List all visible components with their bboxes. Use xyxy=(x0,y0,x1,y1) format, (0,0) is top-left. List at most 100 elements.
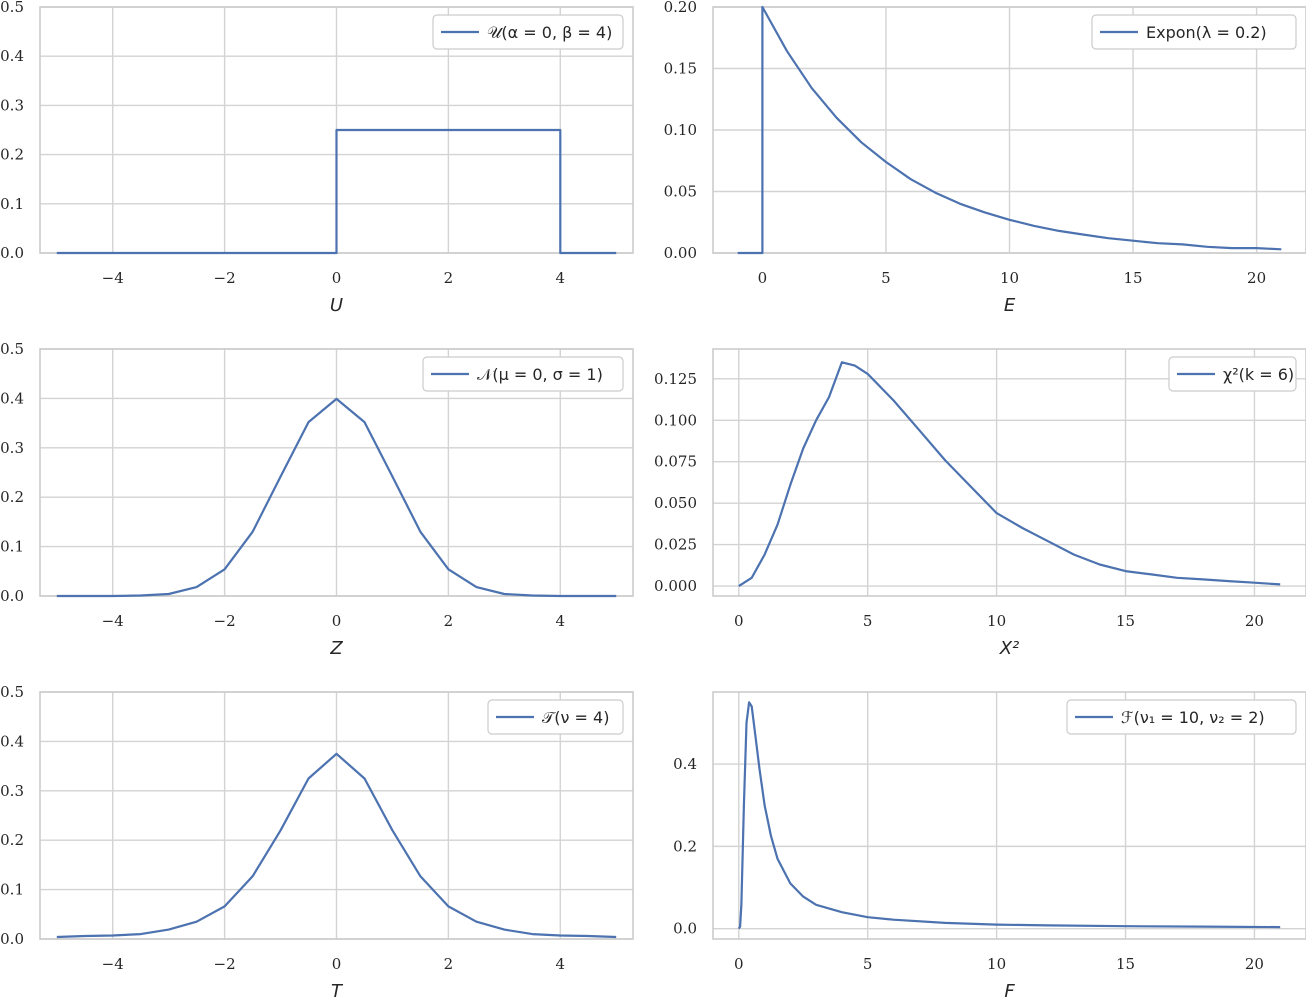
legend-label: 𝒯(ν = 4) xyxy=(542,708,609,727)
legend: 𝒯(ν = 4) xyxy=(487,699,624,735)
y-tick-label: 0.3 xyxy=(0,96,24,114)
chart-panel-5: −4 −2 0 2 4 0.0 0.1 0.2 0.3 0.4 0.5 T 𝒯(ν = 4) xyxy=(0,683,634,1002)
x-tick-label: −2 xyxy=(214,612,236,630)
y-tick-label: 0.3 xyxy=(0,439,24,457)
y-tick-label: 0.20 xyxy=(664,0,697,16)
x-tick-label: 2 xyxy=(444,955,454,973)
y-tick-label: 0.05 xyxy=(664,183,697,201)
y-tick-label: 0.4 xyxy=(0,389,24,407)
legend: χ²(k = 6) xyxy=(1168,356,1297,392)
legend-box xyxy=(1091,14,1297,50)
y-tick-label: 0.10 xyxy=(664,121,697,139)
y-tick-label: 0.5 xyxy=(0,340,24,358)
x-tick-label: 0 xyxy=(332,612,342,630)
legend-box xyxy=(487,699,624,735)
y-tick-label: 0.4 xyxy=(0,47,24,65)
legend: ℱ(ν₁ = 10, ν₂ = 2) xyxy=(1066,699,1297,735)
legend-label: χ²(k = 6) xyxy=(1223,365,1294,384)
x-tick-label: 4 xyxy=(556,269,566,287)
legend: Expon(λ = 0.2) xyxy=(1091,14,1297,50)
chart-panel-2: 0 5 10 15 20 0.00 0.05 0.10 0.15 0.20 E Expon(λ = 0… xyxy=(664,0,1306,316)
x-tick-label: 5 xyxy=(863,955,873,973)
x-axis-label: E xyxy=(1004,295,1016,316)
plot-frame xyxy=(39,348,634,597)
y-tick-label: 0.0 xyxy=(0,244,24,262)
y-tick-label: 0.025 xyxy=(654,536,697,554)
legend-label: 𝒰(α = 0, β = 4) xyxy=(487,23,612,42)
x-axis-label: F xyxy=(1004,981,1015,1002)
y-tick-label: 0.3 xyxy=(0,782,24,800)
chart-panel-3: −4 −2 0 2 4 0.0 0.1 0.2 0.3 0.4 0.5 Z 𝒩(μ = 0, σ = 1… xyxy=(0,340,634,659)
x-tick-label: −2 xyxy=(214,269,236,287)
y-tick-label: 0.2 xyxy=(0,146,24,164)
x-tick-label: 10 xyxy=(1000,269,1019,287)
y-tick-label: 0.050 xyxy=(654,494,697,512)
plot-frame xyxy=(712,6,1306,254)
x-tick-label: 10 xyxy=(987,955,1006,973)
x-axis-label: T xyxy=(331,981,344,1002)
y-tick-label: 0.1 xyxy=(0,881,24,899)
x-tick-label: 2 xyxy=(444,612,454,630)
y-tick-label: 0.075 xyxy=(654,453,697,471)
x-tick-label: 15 xyxy=(1116,612,1135,630)
y-tick-label: 0.1 xyxy=(0,195,24,213)
y-tick-label: 0.000 xyxy=(654,577,697,595)
series-line xyxy=(56,752,617,939)
x-tick-label: 0 xyxy=(332,955,342,973)
y-tick-label: 0.0 xyxy=(0,587,24,605)
y-tick-label: 0.125 xyxy=(654,370,697,388)
x-tick-label: 0 xyxy=(734,955,744,973)
x-tick-label: 2 xyxy=(444,269,454,287)
x-tick-label: 4 xyxy=(556,955,566,973)
x-tick-label: 15 xyxy=(1116,955,1135,973)
plot-frame xyxy=(712,348,1306,597)
series-line xyxy=(737,701,1281,930)
legend-label: ℱ(ν₁ = 10, ν₂ = 2) xyxy=(1121,708,1265,727)
x-tick-label: 5 xyxy=(881,269,891,287)
legend-box xyxy=(1168,356,1297,392)
x-tick-label: 5 xyxy=(863,612,873,630)
y-tick-label: 0.5 xyxy=(0,683,24,701)
x-axis-label: Z xyxy=(329,638,343,659)
series-line xyxy=(737,5,1282,255)
y-tick-label: 0.5 xyxy=(0,0,24,16)
legend-label: Expon(λ = 0.2) xyxy=(1146,23,1267,42)
y-tick-label: 0.00 xyxy=(664,244,697,262)
x-tick-label: 20 xyxy=(1245,612,1264,630)
y-tick-label: 0.2 xyxy=(0,488,24,506)
plot-frame xyxy=(39,691,634,940)
y-tick-label: 0.2 xyxy=(0,831,24,849)
plot-frame xyxy=(712,691,1306,940)
legend-box xyxy=(432,14,624,50)
x-tick-label: −4 xyxy=(102,612,124,630)
series-line xyxy=(56,397,617,598)
legend-box xyxy=(1066,699,1297,735)
y-tick-label: 0.0 xyxy=(0,930,24,948)
y-tick-label: 0.0 xyxy=(673,920,697,938)
series-line xyxy=(56,128,617,255)
legend: 𝒰(α = 0, β = 4) xyxy=(432,14,624,50)
y-tick-label: 0.4 xyxy=(0,732,24,750)
series-line xyxy=(738,361,1281,588)
y-tick-label: 0.1 xyxy=(0,538,24,556)
x-axis-label: U xyxy=(330,295,343,316)
x-tick-label: −2 xyxy=(214,955,236,973)
y-tick-label: 0.2 xyxy=(673,837,697,855)
chart-panel-1: −4 −2 0 2 4 0.0 0.1 0.2 0.3 0.4 0.5 U 𝒰(α = 0, β = 4… xyxy=(0,0,634,316)
x-axis-label: X² xyxy=(999,638,1020,659)
x-tick-label: 0 xyxy=(734,612,744,630)
y-tick-label: 0.4 xyxy=(673,755,697,773)
x-tick-label: −4 xyxy=(102,269,124,287)
chart-panel-4: 0 5 10 15 20 0.000 0.025 0.050 0.075 0.100 0.125 X²… xyxy=(654,348,1306,659)
x-tick-label: 20 xyxy=(1247,269,1266,287)
chart-panel-6: 0 5 10 15 20 0.0 0.2 0.4 F ℱ(ν₁ = 10, ν₂ = 2) xyxy=(673,691,1306,1002)
x-tick-label: 10 xyxy=(987,612,1006,630)
legend-label: 𝒩(μ = 0, σ = 1) xyxy=(477,365,603,384)
x-tick-label: 0 xyxy=(332,269,342,287)
legend: 𝒩(μ = 0, σ = 1) xyxy=(422,356,624,392)
legend-box xyxy=(422,356,624,392)
x-tick-label: 15 xyxy=(1123,269,1142,287)
x-tick-label: 20 xyxy=(1245,955,1264,973)
x-tick-label: 0 xyxy=(758,269,768,287)
